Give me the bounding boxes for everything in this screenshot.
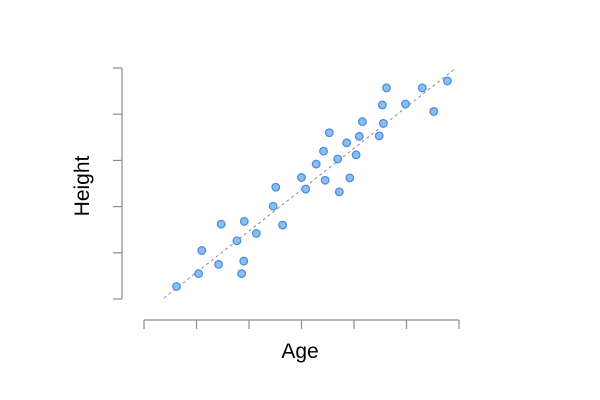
data-point-16 bbox=[319, 146, 328, 156]
x-axis-label: Age bbox=[281, 340, 318, 363]
data-point-10 bbox=[268, 201, 278, 211]
data-point-27 bbox=[377, 100, 387, 110]
data-point-17 bbox=[320, 175, 330, 185]
y-axis-label: Height bbox=[71, 155, 94, 216]
data-point-12 bbox=[278, 220, 288, 230]
data-point-2 bbox=[197, 246, 207, 255]
data-point-24 bbox=[354, 131, 364, 141]
trend-line bbox=[163, 68, 456, 299]
data-point-4 bbox=[216, 219, 226, 229]
data-point-14 bbox=[301, 184, 311, 194]
data-point-6 bbox=[237, 269, 247, 279]
data-point-7 bbox=[239, 256, 249, 266]
x-axis-ticks bbox=[143, 320, 460, 329]
data-point-30 bbox=[401, 99, 410, 109]
data-point-5 bbox=[232, 236, 242, 246]
data-point-25 bbox=[357, 117, 367, 127]
y-axis-ticks bbox=[113, 67, 122, 300]
data-points bbox=[172, 76, 452, 291]
data-point-9 bbox=[251, 228, 261, 238]
data-point-22 bbox=[345, 173, 355, 183]
data-point-18 bbox=[324, 128, 334, 138]
data-point-32 bbox=[429, 106, 439, 116]
data-point-8 bbox=[239, 216, 249, 226]
data-point-3 bbox=[214, 259, 223, 269]
data-point-19 bbox=[333, 154, 343, 164]
data-point-26 bbox=[374, 131, 384, 141]
data-point-23 bbox=[351, 150, 361, 160]
data-point-1 bbox=[194, 269, 204, 279]
data-point-13 bbox=[297, 173, 306, 182]
data-point-33 bbox=[443, 76, 452, 86]
data-point-15 bbox=[311, 159, 321, 169]
data-point-31 bbox=[417, 83, 427, 93]
data-point-21 bbox=[342, 138, 352, 148]
data-point-29 bbox=[382, 83, 391, 93]
data-point-11 bbox=[271, 182, 281, 192]
data-point-20 bbox=[334, 187, 344, 197]
data-point-28 bbox=[378, 118, 388, 128]
data-point-0 bbox=[172, 282, 181, 291]
